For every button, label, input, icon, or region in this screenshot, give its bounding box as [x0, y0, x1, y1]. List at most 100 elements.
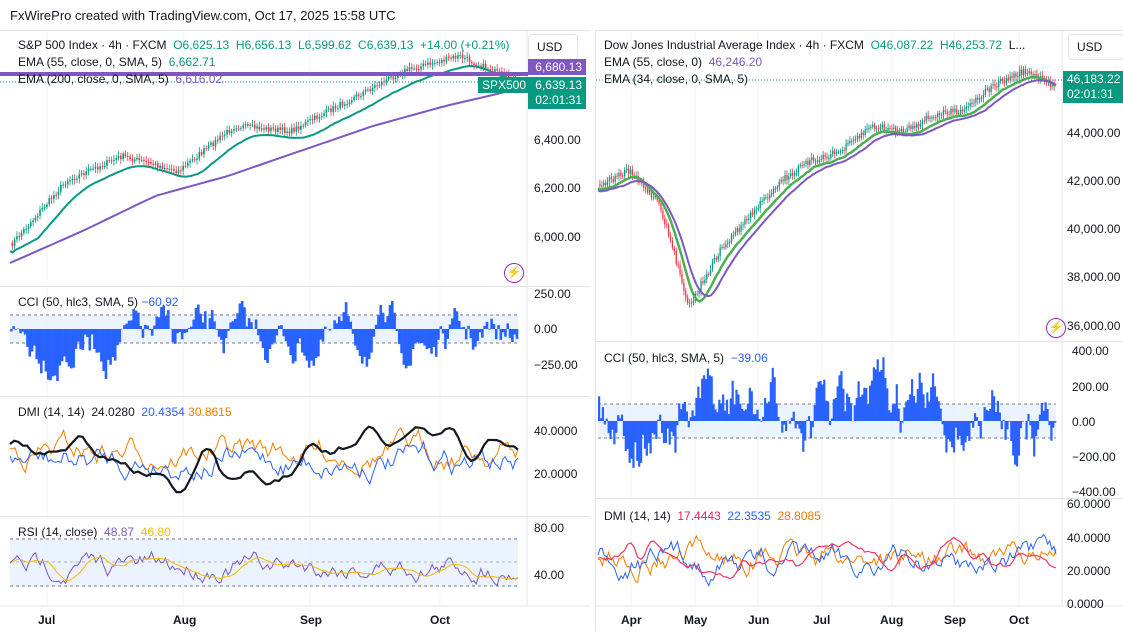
candle-body	[601, 185, 602, 186]
currency-button[interactable]: USD	[528, 34, 578, 60]
cci-bar	[273, 329, 276, 342]
cci-bar	[373, 329, 376, 337]
cci-axis-label: 250.00	[534, 287, 571, 301]
cci-bar	[756, 410, 758, 421]
candle-body	[409, 67, 411, 71]
cci-bar	[439, 326, 442, 329]
candle-body	[212, 143, 214, 147]
candle-body	[90, 169, 92, 170]
pane-divider[interactable]	[596, 498, 1123, 499]
cci-bar	[1039, 415, 1041, 421]
cci-bar	[70, 329, 73, 368]
cci-bar	[26, 329, 29, 347]
cci-bar	[132, 309, 135, 329]
spx-chart-panel[interactable]: USD S&P 500 Index · 4h · FXCM O6,625.13 …	[0, 30, 590, 631]
cci-bar	[604, 421, 606, 424]
candle-body	[910, 126, 911, 129]
pane-divider[interactable]	[0, 396, 590, 397]
cci-bar	[692, 410, 694, 421]
spx-chart-canvas[interactable]	[0, 31, 590, 632]
cci-bar	[100, 329, 103, 362]
cci-legend[interactable]: CCI (50, hlc3, SMA, 5) −60.92	[18, 295, 178, 309]
cci-bar	[488, 329, 491, 330]
pane-divider[interactable]	[0, 286, 590, 287]
cci-bar	[983, 407, 985, 421]
candle-body	[826, 157, 827, 159]
cci-bar	[416, 329, 419, 342]
candle-body	[362, 92, 364, 96]
candle-body	[920, 125, 921, 127]
lightning-icon[interactable]: ⚡	[504, 263, 524, 283]
dmi-axis-label: 20.0000	[534, 467, 577, 481]
cci-bar	[791, 418, 793, 421]
cci-bar	[1050, 421, 1052, 441]
cci-bar	[437, 329, 440, 340]
cci-bar	[758, 419, 760, 421]
ema200-value: 6,616.02	[175, 72, 222, 86]
cci-bar	[153, 326, 156, 329]
candle-body	[58, 192, 60, 195]
cci-bar	[345, 302, 348, 329]
cci-bar	[449, 325, 452, 329]
ema55-line	[598, 80, 1056, 296]
cci-bar	[45, 329, 48, 372]
symbol-legend[interactable]: Dow Jones Industrial Average Index · 4h …	[604, 38, 1025, 52]
ema55-legend[interactable]: EMA (55, close, 0) 46,246.20	[604, 55, 762, 69]
candle-body	[1031, 71, 1032, 74]
cci-bar	[953, 421, 955, 452]
dmi-legend[interactable]: DMI (14, 14) 17.4443 22.3535 28.8085	[604, 509, 821, 523]
cci-bar	[680, 409, 682, 421]
cci-bar	[269, 329, 272, 349]
candle-body	[819, 160, 820, 162]
cci-bar	[15, 329, 18, 330]
symbol-legend[interactable]: S&P 500 Index · 4h · FXCM O6,625.13 H6,6…	[18, 38, 510, 52]
cci-bar	[396, 329, 399, 331]
candle-body	[12, 243, 14, 246]
pane-divider[interactable]	[0, 516, 590, 517]
cci-bar	[735, 390, 737, 421]
candle-body	[342, 102, 344, 106]
cci-bar	[625, 421, 627, 451]
cci-bar	[204, 311, 207, 329]
cci-bar	[389, 305, 392, 329]
rsi-axis-label: 40.00	[534, 568, 564, 582]
cci-legend[interactable]: CCI (50, hlc3, SMA, 5) −39.06	[604, 351, 768, 365]
cci-bar	[24, 329, 27, 335]
candle-body	[992, 84, 993, 85]
cci-bar	[896, 384, 898, 421]
cci-bar	[911, 379, 913, 421]
candle-body	[645, 188, 646, 189]
dji-chart-canvas[interactable]	[596, 31, 1123, 632]
dmi-label: DMI (14, 14)	[604, 509, 671, 523]
cci-bar	[511, 329, 514, 342]
candle-body	[742, 224, 743, 225]
lightning-icon[interactable]: ⚡	[1046, 318, 1066, 338]
currency-button[interactable]: USD	[1068, 34, 1123, 60]
dmi-legend[interactable]: DMI (14, 14) 24.0280 20.4354 30.8615	[18, 405, 232, 419]
ema55-legend[interactable]: EMA (55, close, 0, SMA, 5) 6,662.71	[18, 55, 215, 69]
cci-bar	[232, 321, 235, 329]
cci-bar	[609, 421, 611, 439]
cci-axis-label: 0.00	[534, 322, 557, 336]
candle-body	[173, 169, 175, 171]
cci-bar	[197, 305, 200, 329]
cci-bar	[218, 329, 221, 337]
cci-bar	[770, 382, 772, 421]
cci-bar	[40, 329, 43, 373]
cci-bar	[128, 321, 131, 329]
rsi-legend[interactable]: RSI (14, close) 48.87 46.80	[18, 525, 171, 539]
ticker-tag: SPX500	[478, 77, 530, 93]
cci-bar	[502, 329, 505, 332]
cci-axis-label: −250.00	[534, 358, 578, 372]
ema200-legend[interactable]: EMA (200, close, 0, SMA, 5) 6,616.02	[18, 72, 222, 86]
plus-di-value: 22.3535	[727, 509, 770, 523]
cci-bar	[107, 329, 110, 360]
candle-body	[926, 116, 927, 121]
candle-body	[836, 152, 837, 154]
pane-divider[interactable]	[596, 341, 1123, 342]
ema34-legend[interactable]: EMA (34, close, 0, SMA, 5)	[604, 72, 748, 86]
candle-body	[828, 158, 829, 159]
dji-chart-panel[interactable]: USD Dow Jones Industrial Average Index ·…	[595, 30, 1123, 631]
cci-bar	[695, 398, 697, 421]
cci-bar	[12, 326, 15, 329]
